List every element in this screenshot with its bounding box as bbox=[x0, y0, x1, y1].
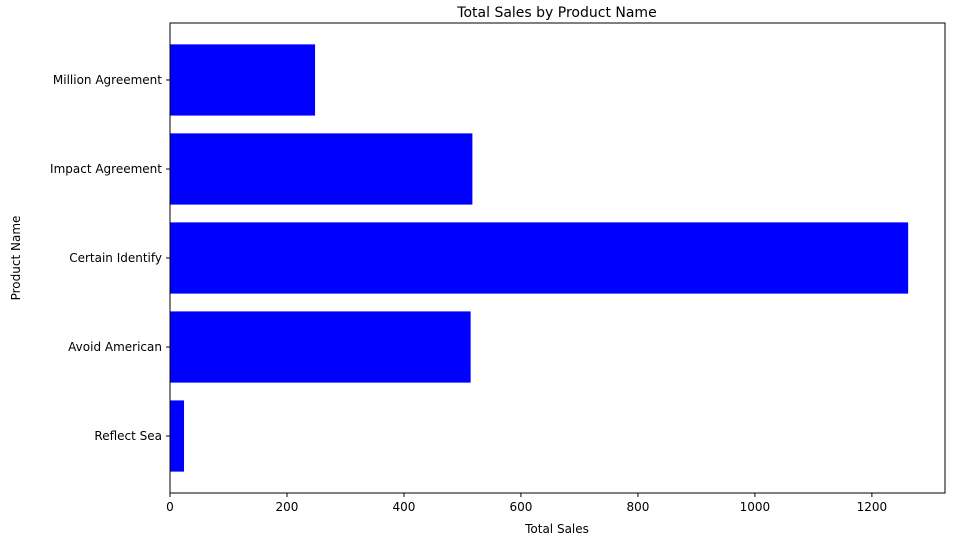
bar-impact-agreement bbox=[170, 133, 473, 205]
x-axis-label: Total Sales bbox=[524, 522, 589, 536]
y-axis-label: Product Name bbox=[9, 216, 23, 301]
x-tick-label: 400 bbox=[393, 500, 416, 514]
bar-certain-identify bbox=[170, 222, 909, 294]
plot-frame bbox=[169, 22, 946, 494]
y-tick-label: Avoid American bbox=[68, 340, 162, 354]
y-tick-label: Impact Agreement bbox=[50, 162, 162, 176]
x-tick-label: 1200 bbox=[857, 500, 888, 514]
bar-reflect-sea bbox=[170, 400, 185, 472]
chart-title: Total Sales by Product Name bbox=[456, 5, 656, 21]
x-tick-label: 0 bbox=[166, 500, 174, 514]
y-tick-label: Million Agreement bbox=[53, 73, 162, 87]
bar-million-agreement bbox=[170, 44, 316, 116]
x-tick-label: 800 bbox=[626, 500, 649, 514]
y-tick-label: Certain Identify bbox=[69, 251, 162, 265]
y-tick-label: Reflect Sea bbox=[94, 429, 162, 443]
x-tick-label: 1000 bbox=[740, 500, 771, 514]
x-tick-label: 600 bbox=[509, 500, 532, 514]
bar-avoid-american bbox=[170, 311, 471, 383]
x-tick-label: 200 bbox=[276, 500, 299, 514]
